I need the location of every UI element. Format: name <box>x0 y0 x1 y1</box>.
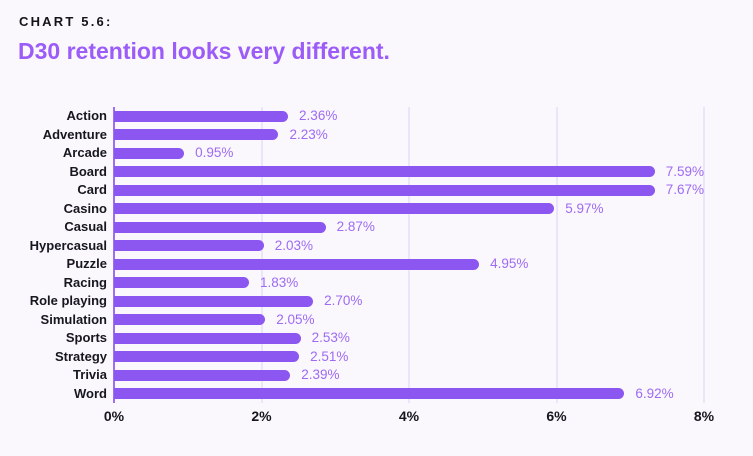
bar-row: Arcade 0.95% <box>0 144 753 163</box>
value-label: 2.87% <box>336 219 375 234</box>
category-label: Puzzle <box>66 256 107 271</box>
category-label: Adventure <box>42 126 107 142</box>
value-label: 2.23% <box>289 126 328 142</box>
x-tick-label: 2% <box>251 408 272 424</box>
value-label: 2.05% <box>276 311 315 327</box>
value-label: 2.53% <box>311 330 350 345</box>
bar-area: 2.05% <box>114 311 704 330</box>
bar <box>114 258 480 270</box>
category-label: Arcade <box>62 145 107 160</box>
bar-row: Board 7.59% <box>0 163 753 182</box>
bar <box>114 184 655 196</box>
bar-row: Casual 2.87% <box>0 218 753 237</box>
bar-row: Word 6.92% <box>0 385 753 404</box>
bar-row: Action 2.36% <box>0 107 753 126</box>
gridline <box>408 107 410 403</box>
value-label: 2.36% <box>299 108 338 123</box>
bar-area: 7.67% <box>114 181 704 200</box>
bar-row: Casino 5.97% <box>0 200 753 219</box>
axis-line <box>113 107 115 403</box>
bar-row: Role playing 2.70% <box>0 292 753 311</box>
bar-area: 4.95% <box>114 255 704 274</box>
bar <box>114 332 301 344</box>
bar <box>114 351 300 363</box>
value-label: 1.83% <box>259 274 299 290</box>
bar <box>114 314 266 326</box>
gridline <box>556 107 557 403</box>
bar-area: 2.51% <box>114 348 704 367</box>
category-label: Role playing <box>29 293 107 308</box>
bar <box>114 166 655 178</box>
bar-area: 6.92% <box>114 385 704 404</box>
value-label: 7.67% <box>665 182 704 197</box>
bar <box>114 129 279 141</box>
gridline <box>703 107 705 403</box>
bar-area: 2.70% <box>114 292 704 311</box>
category-label: Word <box>74 385 107 401</box>
bar <box>114 221 326 233</box>
bar-row: Sports 2.53% <box>0 329 753 348</box>
bar-area: 2.53% <box>114 329 704 348</box>
bar <box>114 240 264 252</box>
x-tick-label: 4% <box>398 408 420 424</box>
bar <box>114 203 555 215</box>
bar-row: Strategy 2.51% <box>0 348 753 367</box>
value-label: 0.95% <box>195 145 234 160</box>
category-label: Trivia <box>73 367 107 382</box>
value-label: 2.03% <box>274 237 313 253</box>
category-label: Casino <box>63 200 107 216</box>
x-tick-label: 0% <box>103 408 125 424</box>
bar-row: Puzzle 4.95% <box>0 255 753 274</box>
category-label: Casual <box>64 219 107 234</box>
bar-area: 2.23% <box>114 126 704 145</box>
bar-chart: Action 2.36% Adventure 2.23% Arcade 0.95% Boar… <box>0 107 753 437</box>
bar-area: 7.59% <box>114 163 704 182</box>
bar-row: Trivia 2.39% <box>0 366 753 385</box>
x-tick-label: 6% <box>546 408 567 424</box>
chart-number-label: CHART 5.6: <box>19 14 113 29</box>
category-label: Racing <box>63 274 107 290</box>
category-label: Simulation <box>40 311 107 327</box>
bar <box>114 295 314 307</box>
bar-row: Simulation 2.05% <box>0 311 753 330</box>
rows: Action 2.36% Adventure 2.23% Arcade 0.95% Boar… <box>0 107 753 403</box>
bar <box>114 147 185 159</box>
gridline <box>261 107 262 403</box>
bar-area: 0.95% <box>114 144 704 163</box>
bar-area: 1.83% <box>114 274 704 293</box>
value-label: 4.95% <box>490 256 529 271</box>
bar <box>114 110 289 122</box>
category-label: Sports <box>65 330 107 345</box>
category-label: Card <box>77 182 107 197</box>
value-label: 7.59% <box>665 163 704 179</box>
value-label: 2.70% <box>324 293 363 308</box>
bar-area: 5.97% <box>114 200 704 219</box>
bar-area: 2.39% <box>114 366 704 385</box>
bar <box>114 388 625 400</box>
bar-row: Racing 1.83% <box>0 274 753 293</box>
bar-area: 2.87% <box>114 218 704 237</box>
x-axis: 0% 2% 4% 6% 8% <box>104 408 714 428</box>
chart-title: D30 retention looks very different. <box>18 38 390 64</box>
bar-area: 2.36% <box>114 107 704 126</box>
gridlines <box>113 107 705 403</box>
category-label: Strategy <box>54 348 107 364</box>
bar-row: Card 7.67% <box>0 181 753 200</box>
value-label: 2.39% <box>301 367 340 382</box>
value-label: 2.51% <box>310 348 349 364</box>
value-label: 5.97% <box>565 200 604 216</box>
bar-row: Adventure 2.23% <box>0 126 753 145</box>
value-label: 6.92% <box>635 385 674 401</box>
category-label: Board <box>69 163 107 179</box>
bar <box>114 277 249 289</box>
category-label: Hypercasual <box>29 237 107 253</box>
x-tick-label: 8% <box>693 408 715 424</box>
bar-row: Hypercasual 2.03% <box>0 237 753 256</box>
category-label: Action <box>66 108 107 123</box>
bar <box>114 369 291 381</box>
bar-area: 2.03% <box>114 237 704 256</box>
